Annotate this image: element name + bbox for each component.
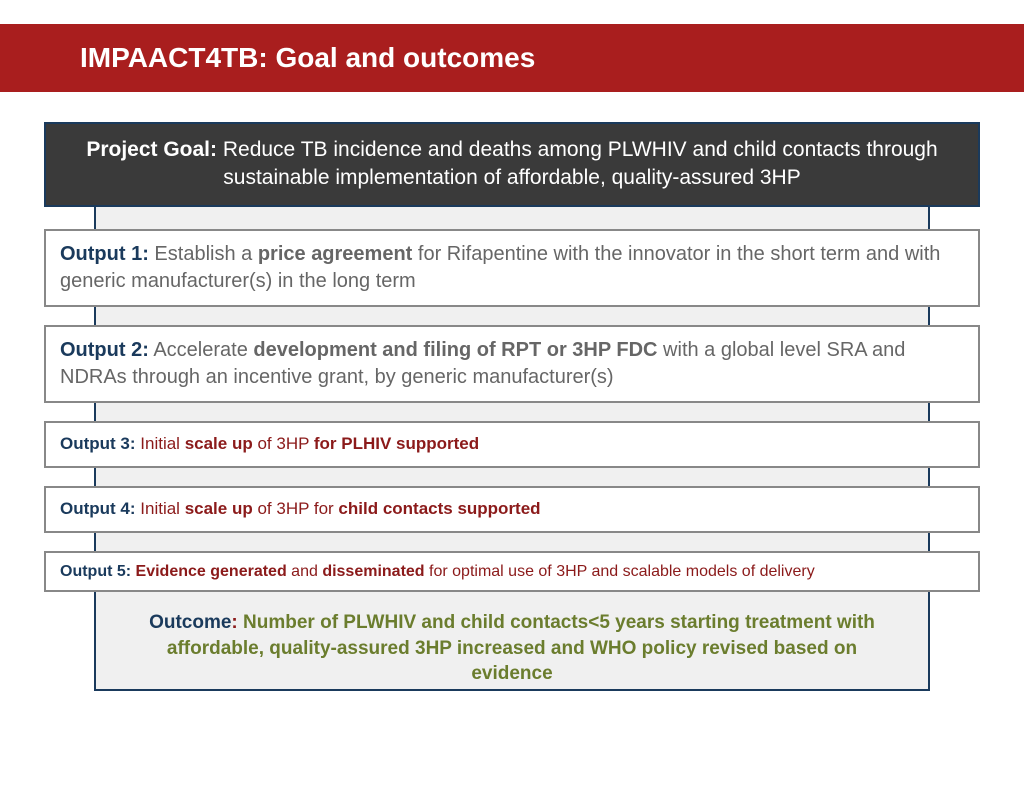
output-1-t1: Establish a: [149, 243, 258, 265]
output-5-t2: for optimal use of 3HP and scalable mode…: [425, 563, 815, 580]
output-4-label: Output 4:: [60, 499, 136, 518]
output-4-box: Output 4: Initial scale up of 3HP for ch…: [44, 486, 980, 533]
output-5-t1: and: [287, 563, 323, 580]
output-2-b1: development and filing of RPT or 3HP FDC: [253, 339, 657, 361]
output-5-b1: Evidence generated: [131, 563, 287, 580]
output-2-t1: Accelerate: [149, 339, 254, 361]
output-2-box: Output 2: Accelerate development and fil…: [44, 325, 980, 403]
output-4-b1: scale up: [185, 499, 253, 518]
slide-title-bar: IMPAACT4TB: Goal and outcomes: [0, 24, 1024, 92]
outcome-text: Outcome: Number of PLWHIV and child cont…: [44, 606, 980, 701]
output-3-label: Output 3:: [60, 434, 136, 453]
outcome-colon: :: [231, 612, 243, 633]
slide-title: IMPAACT4TB: Goal and outcomes: [80, 42, 535, 73]
output-4-t1: Initial: [136, 499, 185, 518]
output-1-box: Output 1: Establish a price agreement fo…: [44, 229, 980, 307]
output-3-t1: Initial: [136, 434, 185, 453]
output-1-b1: price agreement: [258, 243, 413, 265]
output-3-b1: scale up: [185, 434, 253, 453]
output-4-t2: of 3HP for: [253, 499, 339, 518]
output-2-label: Output 2:: [60, 339, 149, 361]
output-1-label: Output 1:: [60, 243, 149, 265]
output-3-box: Output 3: Initial scale up of 3HP for PL…: [44, 421, 980, 468]
output-3-b2: for PLHIV supported: [314, 434, 479, 453]
output-3-t2: of 3HP: [253, 434, 314, 453]
output-4-b2: child contacts supported: [338, 499, 540, 518]
goal-label: Project Goal:: [86, 138, 217, 161]
goal-text: Reduce TB incidence and deaths among PLW…: [217, 138, 938, 189]
output-5-label: Output 5:: [60, 563, 131, 580]
output-5-b2: disseminated: [322, 563, 424, 580]
outcome-label: Outcome: [149, 612, 231, 633]
project-goal-box: Project Goal: Reduce TB incidence and de…: [44, 122, 980, 207]
outcome-body: Number of PLWHIV and child contacts<5 ye…: [167, 612, 875, 684]
output-5-box: Output 5: Evidence generated and dissemi…: [44, 551, 980, 593]
content-area: Project Goal: Reduce TB incidence and de…: [44, 122, 980, 701]
